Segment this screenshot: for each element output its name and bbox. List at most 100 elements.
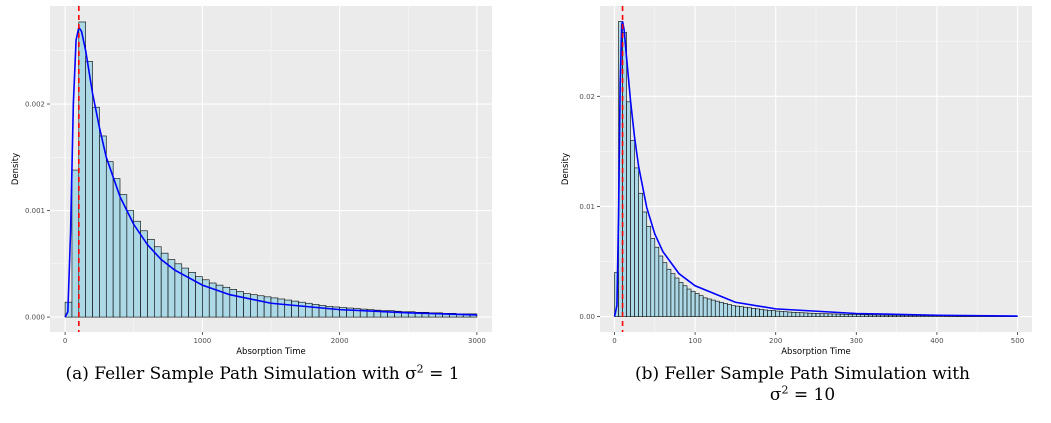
histogram-bar [85, 61, 93, 318]
histogram-bar [900, 315, 905, 317]
chart-panel-b: 0 100 200 300 400 500 0.00 0.01 0.02 Absorption T… [554, 0, 1051, 423]
x-axis-title: Absorption Time [236, 347, 306, 357]
y-tick-label: 0.01 [579, 203, 595, 211]
histogram-bar [811, 312, 817, 317]
histogram-bar [71, 169, 80, 318]
histogram-bar [735, 305, 740, 317]
histogram-bar [710, 299, 716, 317]
density-curve [613, 21, 1018, 317]
y-tick-label: 0.00 [579, 313, 595, 321]
histogram-bar [763, 309, 768, 317]
histogram-bar [670, 273, 676, 317]
x-tick-label: 300 [850, 337, 863, 345]
histogram-bar [747, 307, 752, 317]
histogram-bar [912, 315, 918, 317]
histogram-bar [759, 309, 764, 317]
histogram-bar [250, 294, 258, 318]
histogram-bar [819, 313, 825, 317]
histogram-bar [646, 225, 652, 317]
histogram-bar [263, 296, 272, 318]
histogram-bar [78, 21, 86, 318]
caption-b-line1: (b) Feller Sample Path Simulation with [635, 364, 970, 384]
histogram-bar [650, 238, 656, 317]
histogram-bar [311, 304, 320, 318]
caption-b-line2: σ2 = 10 [554, 383, 1051, 406]
histogram-bar [92, 106, 100, 318]
histogram-bar [775, 310, 781, 317]
caption-b: (b) Feller Sample Path Simulation with σ2… [554, 364, 1051, 406]
histogram-bar [868, 314, 873, 317]
histogram-bar [112, 178, 121, 318]
histogram-bar [755, 308, 760, 317]
histogram-chart-b: 0 100 200 300 400 500 0.00 0.01 0.02 Absorption T… [561, 6, 1032, 357]
caption-a-tail: = 1 [423, 364, 460, 384]
histogram-bar [884, 314, 889, 317]
histogram-bar [298, 301, 306, 318]
histogram-bar [851, 314, 857, 317]
histogram-bar [666, 268, 672, 317]
histogram-bar [876, 314, 881, 317]
histogram-bar [787, 311, 793, 317]
histogram-bar [714, 300, 720, 317]
histogram-bar [674, 277, 680, 317]
x-tick-label: 0 [612, 337, 616, 345]
histogram-bar [727, 304, 732, 317]
y-tick-label: 0.001 [25, 207, 45, 215]
histogram-bar [642, 211, 648, 317]
x-tick-label: 400 [930, 337, 943, 345]
histogram-bar [626, 101, 631, 317]
histogram-bar [896, 314, 901, 317]
histogram-bar [783, 311, 789, 317]
y-axis-title: Density [11, 153, 21, 185]
x-tick-label: 2000 [331, 337, 349, 345]
histogram-bar [723, 303, 728, 317]
histogram-bar [706, 298, 712, 317]
x-tick-label: 3000 [468, 337, 486, 345]
caption-b-superscript: 2 [781, 383, 789, 397]
histogram-bar [126, 210, 135, 318]
histogram-bar [222, 286, 231, 318]
histogram-bar [908, 315, 914, 317]
histogram-bar [827, 313, 833, 317]
histogram-bar [630, 140, 635, 317]
histogram-bar [105, 161, 114, 318]
histogram-bar [133, 220, 141, 318]
y-tick-label: 0.000 [25, 314, 45, 322]
histogram-bar [702, 297, 708, 317]
histogram-bar [835, 313, 841, 317]
histogram-bar [771, 310, 777, 317]
histogram-bar [99, 135, 107, 318]
y-axis-title: Density [561, 153, 571, 185]
x-tick-label: 100 [688, 337, 701, 345]
histogram-bar [831, 313, 837, 317]
histogram-bar [751, 308, 756, 317]
histogram-bar [291, 300, 299, 318]
histogram-bar [634, 167, 639, 317]
histogram-bar [779, 311, 785, 317]
histogram-bar [718, 301, 724, 317]
histogram-bar [888, 314, 893, 317]
y-tick-label: 0.002 [25, 101, 45, 109]
histogram-bar [236, 291, 244, 318]
x-tick-label: 0 [63, 337, 67, 345]
caption-b-tail: = 10 [788, 385, 836, 405]
histogram-bar [270, 297, 279, 318]
histogram-bar [229, 289, 237, 318]
histogram-bar [843, 313, 849, 317]
histogram-bar [654, 246, 660, 317]
histogram-bar [791, 311, 797, 317]
histogram-bar [277, 298, 286, 318]
histogram-bar [739, 306, 744, 317]
x-tick-label: 200 [769, 337, 782, 345]
histogram-bar [767, 310, 772, 317]
x-tick-label: 1000 [193, 337, 211, 345]
histogram-bar [284, 299, 292, 318]
histogram-bar [847, 314, 853, 317]
histogram-bar [622, 32, 627, 317]
histogram-bar [880, 314, 885, 317]
histogram-bar [860, 314, 865, 317]
histogram-bar [119, 194, 128, 318]
histogram-bar [803, 312, 809, 317]
x-tick-label: 500 [1011, 337, 1024, 345]
histogram-bar [872, 314, 877, 317]
